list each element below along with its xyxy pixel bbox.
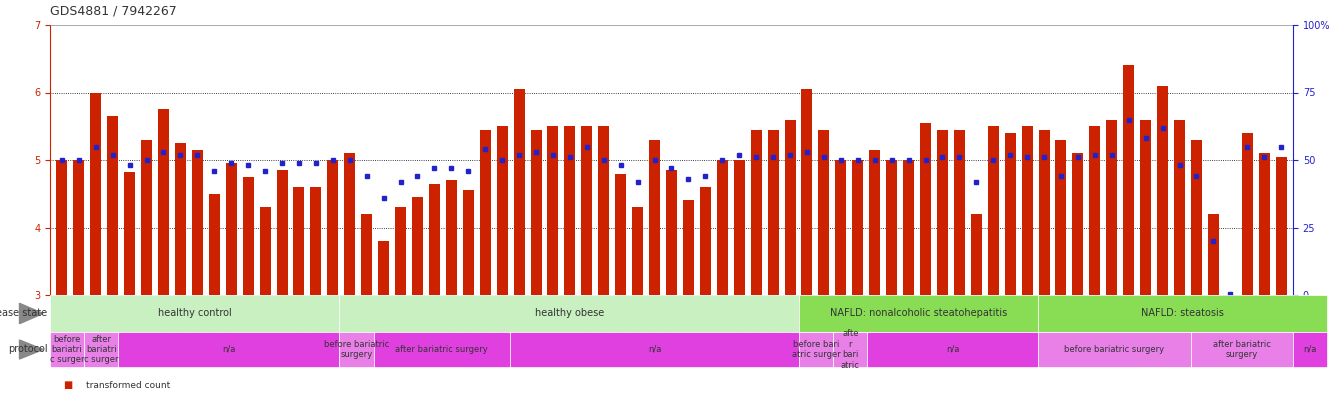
Text: NAFLD: steatosis: NAFLD: steatosis [1141,309,1224,318]
Bar [666,170,677,295]
Bar [361,214,372,295]
Bar [1259,153,1270,295]
Polygon shape [20,340,43,359]
Bar [242,177,254,295]
Bar [1224,295,1236,393]
Bar [310,187,321,295]
Bar [56,160,67,295]
Bar [649,140,660,295]
Bar [615,173,626,295]
Bar [954,130,965,295]
Text: before bariatric
surgery: before bariatric surgery [324,340,389,359]
Bar [514,89,524,295]
Bar [1157,86,1168,295]
Bar [191,150,203,295]
Bar [565,126,575,295]
Bar [412,197,423,295]
Bar [158,109,169,295]
Bar [751,130,761,295]
Bar [124,172,135,295]
Text: after bariatric
surgery: after bariatric surgery [1214,340,1271,359]
Bar [328,160,339,295]
Text: healthy control: healthy control [158,309,231,318]
Bar [632,207,644,295]
Bar [175,143,186,295]
Bar [496,126,507,295]
Bar [1208,214,1219,295]
Text: before
bariatri
c surger: before bariatri c surger [50,334,84,364]
Text: ■: ■ [63,380,72,390]
Bar [547,126,558,295]
Bar [531,130,542,295]
Bar [1173,119,1185,295]
Bar [209,194,219,295]
Bar [277,170,288,295]
Bar [1107,119,1117,295]
Bar [260,207,270,295]
Bar [1073,153,1084,295]
Text: NAFLD: nonalcoholic steatohepatitis: NAFLD: nonalcoholic steatohepatitis [830,309,1008,318]
Text: n/a: n/a [946,345,959,354]
Bar [835,160,847,295]
Text: afte
r
bari
atric: afte r bari atric [840,329,860,369]
Bar [140,140,153,295]
Bar [937,130,947,295]
Text: before bari
atric surger: before bari atric surger [792,340,840,359]
Bar [733,160,745,295]
Bar [293,187,305,295]
Bar [1056,140,1066,295]
Bar [90,92,102,295]
Bar [784,119,796,295]
Bar [1005,133,1016,295]
Bar [886,160,898,295]
Bar [1038,130,1049,295]
Bar [768,130,779,295]
Bar [226,163,237,295]
Text: GDS4881 / 7942267: GDS4881 / 7942267 [50,5,177,18]
Bar [429,184,440,295]
Bar [717,160,728,295]
Bar [463,190,474,295]
Bar [1191,140,1202,295]
Text: after bariatric surgery: after bariatric surgery [395,345,488,354]
Bar [379,241,389,295]
Bar [1089,126,1100,295]
Bar [819,130,830,295]
Bar [1242,133,1252,295]
Bar [344,153,356,295]
Bar [852,160,863,295]
Bar [870,150,880,295]
Text: n/a: n/a [648,345,661,354]
Bar [1123,66,1135,295]
Bar [801,89,812,295]
Text: protocol: protocol [8,345,47,354]
Text: disease state: disease state [0,309,47,318]
Bar [700,187,710,295]
Bar [74,160,84,295]
Bar [682,200,694,295]
Bar [480,130,491,295]
Polygon shape [20,303,43,324]
Text: n/a: n/a [1303,345,1317,354]
Bar [395,207,405,295]
Bar [921,123,931,295]
Text: transformed count: transformed count [86,380,170,389]
Bar [581,126,593,295]
Bar [1275,157,1287,295]
Text: after
bariatri
c surger: after bariatri c surger [84,334,118,364]
Bar [1022,126,1033,295]
Text: n/a: n/a [222,345,235,354]
Bar [971,214,982,295]
Bar [598,126,609,295]
Bar [1140,119,1151,295]
Bar [903,160,914,295]
Bar [446,180,456,295]
Bar [987,126,998,295]
Text: healthy obese: healthy obese [535,309,603,318]
Text: before bariatric surgery: before bariatric surgery [1064,345,1164,354]
Bar [107,116,118,295]
